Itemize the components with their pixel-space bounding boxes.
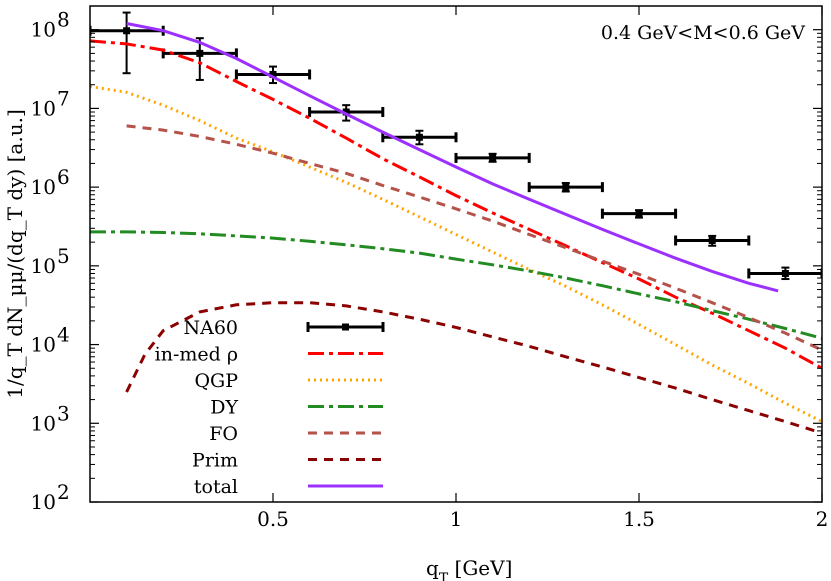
y-tick-label: 10 [31, 96, 56, 120]
series-layer [90, 11, 822, 435]
data-marker [781, 269, 789, 277]
legend-entry-dy: DY [210, 397, 383, 419]
legend-entry-prim: Prim [192, 450, 383, 472]
x-axis-title: qT [GeV] [426, 556, 512, 581]
legend: NA60 in-med ρ QGP DY FO Prim total [155, 317, 385, 498]
y-tick-label-exponent: 6 [57, 165, 70, 189]
y-axis-title: 1/q_T dN_μμ/(dq_T dy) [a.u.] [3, 109, 27, 399]
y-tick-label: 10 [31, 411, 56, 435]
legend-entry-in-med: in-med ρ [155, 344, 383, 366]
series-line-in-med [90, 39, 822, 370]
data-marker [415, 133, 423, 141]
series-line-prim [125, 301, 822, 435]
data-marker [708, 236, 716, 244]
y-tick-label: 10 [31, 490, 56, 514]
legend-entry-qgp: QGP [194, 370, 383, 392]
y-tick-label: 10 [31, 175, 56, 199]
y-tick-label-exponent: 4 [57, 323, 70, 347]
data-marker [269, 70, 277, 78]
legend-label: total [194, 476, 238, 498]
data-marker [562, 183, 570, 191]
data-marker [123, 27, 131, 35]
legend-swatch-marker [342, 323, 349, 331]
data-point-na60-2 [234, 65, 312, 85]
data-marker [342, 108, 350, 116]
y-tick-label-exponent: 3 [57, 401, 70, 425]
data-marker [196, 49, 204, 57]
mass-range-annotation: 0.4 GeV<M<0.6 GeV [601, 22, 805, 44]
series-line-fo [126, 124, 822, 352]
y-tick-label-exponent: 2 [57, 480, 70, 504]
legend-label: FO [209, 423, 238, 445]
data-point-na60-9 [747, 266, 822, 281]
y-tick-label-exponent: 8 [57, 8, 70, 32]
x-tick-label: 0.5 [257, 507, 289, 531]
legend-label: in-med ρ [155, 344, 238, 366]
data-point-na60-6 [527, 181, 604, 193]
series-line-total [126, 22, 779, 293]
legend-entry-fo: FO [209, 423, 383, 445]
series-line-qgp [90, 85, 822, 423]
x-tick-label: 1.5 [623, 507, 655, 531]
series-line-dy [90, 230, 822, 340]
data-point-na60-7 [600, 208, 678, 219]
legend-label: Prim [192, 450, 238, 472]
x-tick-label: 2 [816, 507, 829, 531]
data-point-na60-1 [161, 37, 238, 81]
legend-entry-total: total [194, 476, 383, 498]
y-tick-label: 10 [31, 254, 56, 278]
y-tick-label: 10 [31, 18, 56, 42]
data-point-na60-8 [674, 234, 751, 247]
y-tick-label-exponent: 5 [57, 244, 70, 268]
data-point-na60-5 [454, 152, 531, 163]
legend-label: QGP [194, 370, 238, 392]
data-marker [635, 210, 643, 218]
legend-entry-na60: NA60 [183, 317, 385, 339]
y-tick-label-exponent: 7 [57, 86, 70, 110]
data-marker [489, 154, 497, 162]
legend-label: DY [210, 397, 238, 419]
x-tick-label: 1 [450, 507, 463, 531]
legend-label: NA60 [183, 317, 238, 339]
y-tick-label: 10 [31, 333, 56, 357]
